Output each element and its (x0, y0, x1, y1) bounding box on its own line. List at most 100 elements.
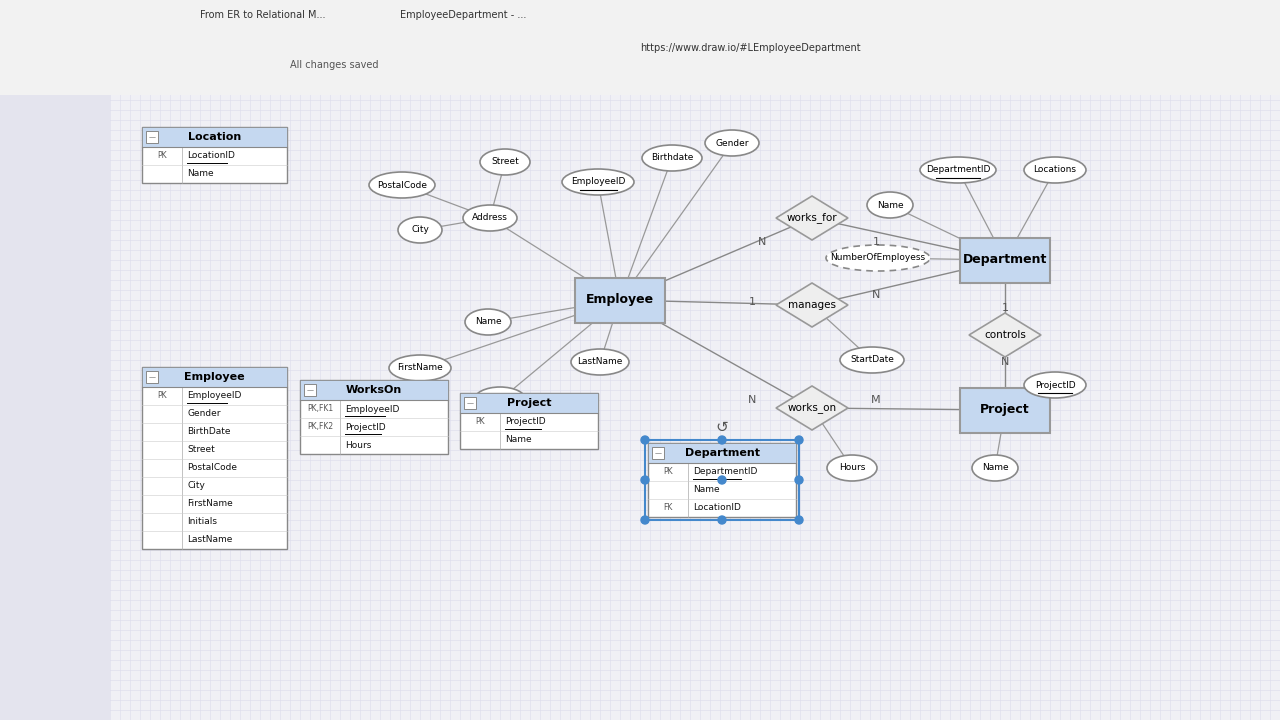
Text: 1: 1 (873, 237, 879, 247)
Text: Location: Location (188, 132, 241, 142)
Text: EmployeeID: EmployeeID (571, 178, 625, 186)
Text: Street: Street (492, 158, 518, 166)
FancyBboxPatch shape (648, 443, 796, 517)
Text: Initials: Initials (187, 518, 218, 526)
Ellipse shape (398, 217, 442, 243)
Circle shape (641, 476, 649, 484)
Text: PK: PK (157, 392, 166, 400)
Ellipse shape (840, 347, 904, 373)
Text: FK: FK (663, 503, 673, 513)
Ellipse shape (1024, 372, 1085, 398)
Polygon shape (776, 283, 849, 327)
Circle shape (718, 476, 726, 484)
Text: Employee: Employee (586, 294, 654, 307)
Text: M: M (872, 395, 881, 405)
Text: N: N (1001, 357, 1009, 367)
FancyBboxPatch shape (300, 380, 448, 400)
Text: Name: Name (475, 318, 502, 326)
Ellipse shape (643, 145, 701, 171)
Text: Department: Department (685, 448, 759, 458)
FancyBboxPatch shape (0, 0, 110, 720)
Text: Hours: Hours (838, 464, 865, 472)
Ellipse shape (480, 149, 530, 175)
Text: N: N (758, 237, 767, 247)
Text: City: City (187, 482, 205, 490)
Text: Department: Department (963, 253, 1047, 266)
Ellipse shape (705, 130, 759, 156)
Ellipse shape (562, 169, 634, 195)
Circle shape (795, 476, 803, 484)
Ellipse shape (465, 309, 511, 335)
Text: —: — (148, 374, 155, 380)
FancyBboxPatch shape (460, 393, 598, 413)
Text: N: N (872, 290, 881, 300)
Ellipse shape (920, 157, 996, 183)
Text: Name: Name (877, 200, 904, 210)
Text: NumberOfEmployess: NumberOfEmployess (831, 253, 925, 263)
Text: PK,FK1: PK,FK1 (307, 405, 333, 413)
Text: From ER to Relational M...: From ER to Relational M... (200, 10, 325, 20)
Text: —: — (306, 387, 314, 393)
Text: —: — (148, 134, 155, 140)
Text: LocationID: LocationID (692, 503, 741, 513)
Polygon shape (776, 196, 849, 240)
FancyBboxPatch shape (460, 393, 598, 449)
Text: LocationID: LocationID (187, 151, 234, 161)
Text: LastName: LastName (187, 536, 233, 544)
Text: Name: Name (187, 169, 214, 179)
Text: PostalCode: PostalCode (378, 181, 428, 189)
Text: PK: PK (157, 151, 166, 161)
Ellipse shape (474, 387, 526, 413)
Ellipse shape (571, 349, 628, 375)
Ellipse shape (463, 205, 517, 231)
Text: Name: Name (692, 485, 719, 495)
Text: Gender: Gender (716, 138, 749, 148)
Text: ↺: ↺ (716, 420, 728, 434)
Ellipse shape (369, 172, 435, 198)
Text: —: — (466, 400, 474, 406)
Text: —: — (654, 450, 662, 456)
Text: StartDate: StartDate (850, 356, 893, 364)
Text: All changes saved: All changes saved (291, 60, 379, 70)
Text: Birthdate: Birthdate (650, 153, 694, 163)
Text: Street: Street (187, 446, 215, 454)
Text: WorksOn: WorksOn (346, 385, 402, 395)
Text: works_on: works_on (787, 402, 837, 413)
Text: PK,FK2: PK,FK2 (307, 423, 333, 431)
Text: ProjectID: ProjectID (1034, 380, 1075, 390)
Ellipse shape (1024, 157, 1085, 183)
FancyBboxPatch shape (652, 447, 664, 459)
Text: PostalCode: PostalCode (187, 464, 237, 472)
Text: ProjectID: ProjectID (346, 423, 385, 431)
Ellipse shape (827, 455, 877, 481)
Text: controls: controls (984, 330, 1027, 340)
Text: Initials: Initials (485, 395, 515, 405)
FancyBboxPatch shape (142, 127, 287, 183)
Text: Employee: Employee (184, 372, 244, 382)
Text: LastName: LastName (577, 358, 622, 366)
FancyBboxPatch shape (960, 387, 1050, 433)
FancyBboxPatch shape (142, 367, 287, 387)
Text: PK: PK (663, 467, 673, 477)
Text: manages: manages (788, 300, 836, 310)
Text: EmployeeID: EmployeeID (346, 405, 399, 413)
FancyBboxPatch shape (960, 238, 1050, 282)
Text: BirthDate: BirthDate (187, 428, 230, 436)
Text: ProjectID: ProjectID (506, 418, 545, 426)
Text: Name: Name (982, 464, 1009, 472)
Text: https://www.draw.io/#LEmployeeDepartment: https://www.draw.io/#LEmployeeDepartment (640, 43, 860, 53)
FancyBboxPatch shape (465, 397, 476, 409)
FancyBboxPatch shape (305, 384, 316, 396)
FancyBboxPatch shape (0, 0, 1280, 95)
Text: Project: Project (980, 403, 1030, 416)
Circle shape (795, 436, 803, 444)
Ellipse shape (867, 192, 913, 218)
Ellipse shape (826, 245, 931, 271)
Text: FirstName: FirstName (397, 364, 443, 372)
Circle shape (641, 436, 649, 444)
Circle shape (795, 516, 803, 524)
Ellipse shape (972, 455, 1018, 481)
FancyBboxPatch shape (142, 127, 287, 147)
Text: Project: Project (507, 398, 552, 408)
Text: EmployeeID: EmployeeID (187, 392, 242, 400)
